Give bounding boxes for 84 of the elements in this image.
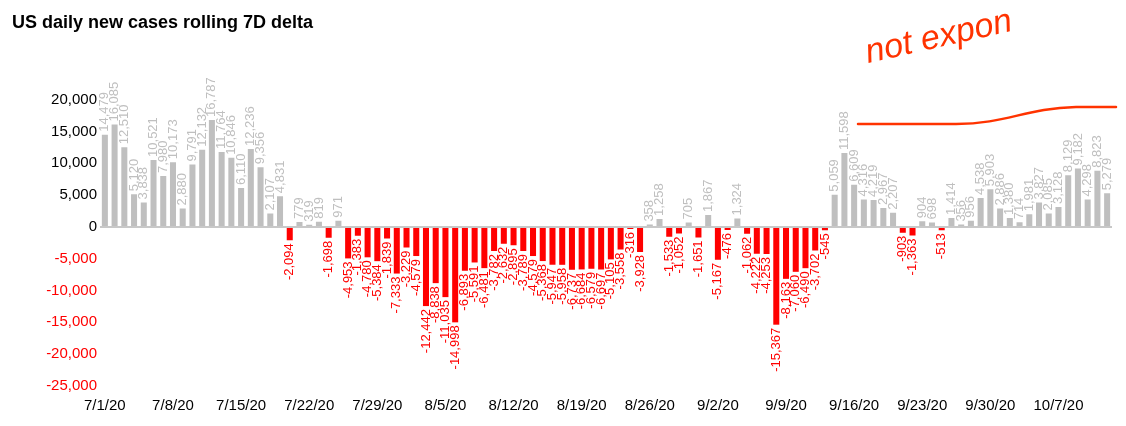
x-tick-label: 7/1/20 — [84, 396, 126, 414]
x-tick-label: 9/16/20 — [829, 396, 880, 414]
bar — [403, 226, 410, 248]
bar — [559, 226, 566, 265]
x-tick-label: 9/2/20 — [697, 396, 739, 414]
bar — [491, 226, 498, 251]
x-tick-label: 9/23/20 — [897, 396, 948, 414]
x-tick-label: 8/26/20 — [624, 396, 675, 414]
bar — [286, 226, 293, 241]
data-label: -5,167 — [709, 262, 725, 300]
y-tick-label: -25,000 — [46, 376, 97, 394]
data-label: 971 — [329, 196, 345, 218]
y-tick-label: 5,000 — [59, 185, 97, 203]
bar — [384, 226, 391, 239]
bar — [617, 226, 624, 250]
x-tick-label: 8/12/20 — [488, 396, 539, 414]
y-tick-label: -5,000 — [54, 248, 97, 266]
bar — [442, 226, 449, 298]
bar — [588, 226, 595, 269]
bar — [374, 226, 381, 262]
bar — [413, 226, 420, 257]
data-label: -513 — [933, 233, 949, 260]
bar — [666, 226, 673, 237]
bar — [520, 226, 527, 251]
bar — [452, 226, 459, 323]
bar — [568, 226, 575, 270]
data-label: -3,928 — [631, 254, 647, 292]
bar — [500, 226, 507, 244]
x-tick-label: 10/7/20 — [1033, 396, 1084, 414]
bar — [364, 226, 371, 258]
data-label: -1,651 — [690, 240, 706, 278]
bar — [714, 226, 721, 260]
bar — [422, 226, 429, 307]
data-label: 11,598 — [835, 111, 851, 151]
bar — [578, 226, 585, 270]
y-tick-label: -20,000 — [46, 344, 97, 362]
bar — [753, 226, 760, 254]
x-tick-label: 9/9/20 — [765, 396, 807, 414]
bar — [802, 226, 809, 269]
bar — [530, 226, 537, 257]
data-label: 5,059 — [826, 159, 842, 192]
x-tick-label: 7/15/20 — [216, 396, 267, 414]
data-label: 705 — [680, 197, 696, 220]
bar — [432, 226, 439, 284]
y-tick-label: 20,000 — [51, 89, 97, 107]
data-label: 2,880 — [174, 173, 190, 206]
bar — [637, 226, 644, 252]
data-label: -2,094 — [281, 243, 297, 281]
bar — [510, 226, 517, 246]
x-tick-label: 8/19/20 — [556, 396, 607, 414]
x-tick-label: 7/29/20 — [352, 396, 403, 414]
x-tick-label: 9/30/20 — [965, 396, 1016, 414]
bar — [598, 226, 605, 270]
bar — [549, 226, 556, 265]
bar — [773, 226, 780, 325]
bar — [481, 226, 488, 269]
y-tick-label: 10,000 — [51, 153, 97, 171]
x-tick-label: 7/22/20 — [284, 396, 335, 414]
data-label: -15,367 — [767, 327, 783, 372]
bar — [461, 226, 468, 271]
x-tick-label: 8/5/20 — [424, 396, 467, 414]
data-label: 1,867 — [699, 179, 715, 213]
data-label: -476 — [719, 232, 735, 259]
bar — [607, 226, 614, 260]
bar — [539, 226, 546, 262]
data-label: -1,698 — [320, 240, 336, 278]
y-tick-label: -15,000 — [46, 312, 97, 330]
bar — [812, 226, 819, 251]
y-tick-label: 15,000 — [51, 121, 97, 139]
bar — [325, 226, 332, 238]
data-label: 8,129 — [1059, 139, 1075, 173]
bar — [792, 226, 799, 272]
y-tick-label: -10,000 — [46, 280, 97, 298]
x-tick-label: 7/8/20 — [152, 396, 194, 414]
text: not expon — [861, 0, 1016, 70]
bar — [783, 226, 790, 279]
data-label: 6,110 — [232, 153, 248, 185]
bar — [763, 226, 770, 254]
data-label: 1,324 — [728, 182, 744, 216]
bar — [345, 226, 352, 259]
bar — [471, 226, 478, 263]
y-tick-label: 0 — [88, 217, 97, 235]
bar — [393, 226, 400, 274]
chart-title: US daily new cases rolling 7D delta — [12, 11, 315, 32]
